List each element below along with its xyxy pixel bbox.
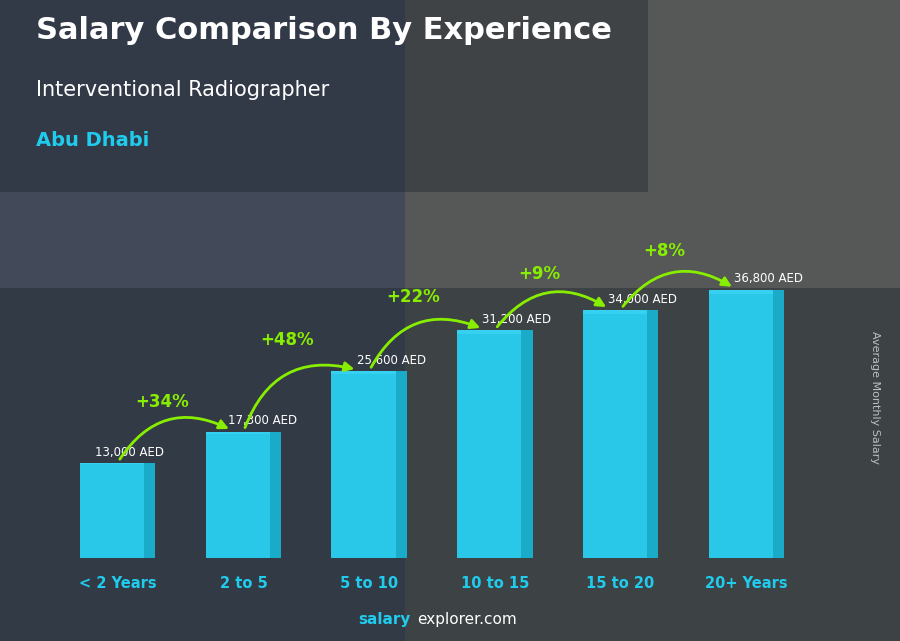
Text: Abu Dhabi: Abu Dhabi (36, 131, 149, 151)
Bar (457, 330, 521, 558)
Bar (708, 290, 773, 294)
Text: < 2 Years: < 2 Years (79, 576, 157, 591)
Bar (80, 463, 144, 464)
Bar (583, 310, 647, 313)
Bar (583, 310, 647, 558)
Text: 15 to 20: 15 to 20 (587, 576, 654, 591)
Text: 13,000 AED: 13,000 AED (95, 445, 164, 458)
Bar (206, 431, 270, 433)
Text: 17,300 AED: 17,300 AED (229, 414, 298, 428)
Bar (773, 290, 784, 558)
Text: Interventional Radiographer: Interventional Radiographer (36, 80, 329, 100)
Text: 20+ Years: 20+ Years (705, 576, 788, 591)
Text: +34%: +34% (135, 394, 189, 412)
Text: Salary Comparison By Experience: Salary Comparison By Experience (36, 16, 612, 45)
Bar (521, 330, 533, 558)
Text: 25,600 AED: 25,600 AED (356, 354, 426, 367)
Text: 31,200 AED: 31,200 AED (482, 313, 552, 326)
Bar (0, 288, 900, 641)
Text: salary: salary (358, 612, 410, 627)
Text: 2 to 5: 2 to 5 (220, 576, 267, 591)
Text: +22%: +22% (386, 288, 440, 306)
Bar (80, 463, 144, 558)
Bar (331, 371, 395, 374)
Text: +9%: +9% (518, 265, 560, 283)
Bar (0, 0, 405, 641)
Text: +8%: +8% (644, 242, 686, 260)
Bar (647, 310, 658, 558)
Text: 5 to 10: 5 to 10 (340, 576, 398, 591)
Text: 34,000 AED: 34,000 AED (608, 293, 677, 306)
Text: 10 to 15: 10 to 15 (461, 576, 529, 591)
Text: explorer.com: explorer.com (417, 612, 517, 627)
Bar (708, 290, 773, 558)
Bar (331, 371, 395, 558)
Bar (206, 431, 270, 558)
Bar (0, 0, 648, 192)
Text: +48%: +48% (261, 331, 314, 349)
Bar (144, 463, 156, 558)
Bar (270, 431, 281, 558)
Bar (457, 330, 521, 334)
Text: 36,800 AED: 36,800 AED (734, 272, 803, 285)
Bar (405, 0, 900, 641)
Text: Average Monthly Salary: Average Monthly Salary (869, 331, 880, 464)
Bar (395, 371, 407, 558)
